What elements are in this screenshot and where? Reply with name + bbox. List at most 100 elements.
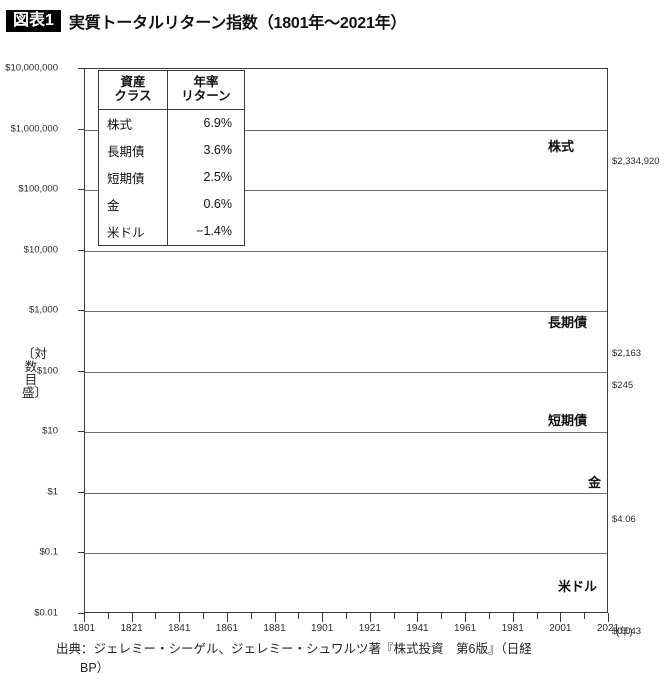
y-axis-tick xyxy=(78,613,85,614)
y-axis-tick-label: $10,000,000 xyxy=(5,62,58,74)
gridline-horizontal xyxy=(85,250,607,252)
y-axis-tick xyxy=(78,552,85,554)
y-axis-tick-label: $10 xyxy=(42,425,58,437)
x-axis-tick xyxy=(488,613,490,619)
x-axis-tick xyxy=(584,613,586,619)
gridline-horizontal xyxy=(85,553,607,555)
table-cell-annual-return: 0.6% xyxy=(203,197,233,212)
series-label-株式: 株式 xyxy=(548,139,575,154)
series-end-value-株式: $2,334,920 xyxy=(612,156,660,167)
series-label-短期債: 短期債 xyxy=(548,413,588,428)
figure-header: 図表1 実質トータルリターン指数（1801年〜2021年） xyxy=(0,6,670,36)
series-end-value-米ドル: $0.043 xyxy=(612,626,642,637)
x-axis-tick-label: 1861 xyxy=(215,623,239,634)
annual-return-table: 資産 クラス 年率 リターン 株式 6.9% 長期債 3.6% 短期債 2.5% 金 0.6%… xyxy=(98,70,245,246)
x-axis-tick xyxy=(203,613,205,619)
gridline-horizontal xyxy=(85,492,607,494)
x-axis-tick xyxy=(441,613,443,619)
y-axis-tick-label: $1,000,000 xyxy=(10,123,58,135)
header-asset-line2: クラス xyxy=(114,89,152,104)
table-row: 株式 6.9% xyxy=(98,109,245,137)
x-axis-tick-label: 1941 xyxy=(406,623,429,634)
x-axis-tick xyxy=(346,613,347,619)
x-axis-tick-label: 1801 xyxy=(72,623,96,634)
x-axis-tick xyxy=(226,613,228,622)
gridline-horizontal xyxy=(85,432,607,434)
x-axis-tick xyxy=(298,613,300,619)
x-axis-tick xyxy=(155,613,157,619)
y-axis-tick-label: $100 xyxy=(36,365,58,377)
y-axis-tick-label: $100,000 xyxy=(18,183,58,195)
x-axis-tick xyxy=(465,613,467,622)
x-axis-tick xyxy=(250,613,252,619)
figure-number-badge: 図表1 xyxy=(6,9,61,33)
table-header-row: 資産 クラス 年率 リターン xyxy=(98,70,245,110)
series-end-value-短期債: $245 xyxy=(612,380,634,391)
source-note: 出典：ジェレミー・シーゲル、ジェレミー・シュワルツ著『株式投資 第6版』（日経 … xyxy=(56,640,656,678)
page-title: 実質トータルリターン指数（1801年〜2021年） xyxy=(68,15,407,32)
x-axis-tick xyxy=(107,613,109,619)
gridline-horizontal xyxy=(85,371,607,373)
x-axis-tick xyxy=(179,613,181,622)
x-axis-tick xyxy=(369,613,371,622)
header-asset-line1: 資産 xyxy=(120,75,146,89)
table-cell-annual-return: 2.5% xyxy=(203,170,233,185)
gridline-horizontal xyxy=(85,311,607,313)
x-axis-tick-label: 2021 xyxy=(596,623,620,634)
table-cell-asset-class: 金 xyxy=(98,190,168,218)
series-end-value-金: $4.06 xyxy=(612,514,636,525)
y-axis-tick xyxy=(78,370,85,372)
y-axis-tick-label: $0.01 xyxy=(34,607,58,619)
x-axis-tick xyxy=(417,613,419,622)
table-cell-annual-return: −1.4% xyxy=(196,224,232,239)
table-header-asset-class: 資産 クラス xyxy=(98,70,168,110)
table-row: 長期債 3.6% xyxy=(98,136,245,164)
source-line-1: 出典：ジェレミー・シーゲル、ジェレミー・シュワルツ著『株式投資 第6版』（日経 xyxy=(56,642,532,656)
x-axis-tick-label: 1881 xyxy=(263,623,286,634)
x-axis-tick-label: 1901 xyxy=(311,623,334,634)
x-axis-tick xyxy=(393,613,395,619)
source-line-2: BP） xyxy=(80,660,110,675)
y-axis-tick xyxy=(78,189,85,191)
table-cell-asset-class: 長期債 xyxy=(98,136,168,164)
header-return-line2: リターン xyxy=(181,89,231,104)
table-cell-asset-class: 株式 xyxy=(98,109,168,137)
x-axis-tick-label: 2001 xyxy=(549,623,572,634)
table-cell-annual-return: 3.6% xyxy=(203,143,233,158)
series-label-米ドル: 米ドル xyxy=(558,579,598,594)
x-axis-tick-label: 1921 xyxy=(358,623,381,634)
header-return-line1: 年率 xyxy=(193,75,219,89)
x-axis-tick xyxy=(84,613,85,622)
y-axis-tick xyxy=(78,249,85,251)
table-row: 米ドル −1.4% xyxy=(98,217,245,246)
x-axis-tick-label: 1961 xyxy=(453,623,477,634)
x-axis-tick-label: 1841 xyxy=(168,623,191,634)
x-axis-tick xyxy=(274,613,276,622)
y-axis-tick-label: $10,000 xyxy=(23,244,58,256)
table-body: 株式 6.9% 長期債 3.6% 短期債 2.5% 金 0.6% 米ドル −1.4% xyxy=(98,109,245,246)
y-axis-title: 〔対数目盛〕 xyxy=(22,347,48,401)
x-axis-tick xyxy=(512,613,514,622)
y-axis-tick xyxy=(78,431,85,433)
x-axis-tick-label: 1981 xyxy=(501,623,524,634)
gridline-horizontal xyxy=(85,129,607,131)
series-label-金: 金 xyxy=(588,475,602,490)
y-axis-tick-label: $1 xyxy=(47,486,58,498)
table-cell-asset-class: 短期債 xyxy=(98,163,168,191)
gridline-horizontal xyxy=(85,190,607,192)
y-axis-tick xyxy=(78,128,85,130)
series-end-value-長期債: $2,163 xyxy=(612,348,642,359)
x-axis-tick xyxy=(536,613,538,619)
table-cell-annual-return: 6.9% xyxy=(203,116,233,131)
x-axis-tick xyxy=(131,613,133,622)
x-axis-tick xyxy=(322,613,324,622)
x-axis-tick-label: 1821 xyxy=(120,623,143,634)
y-axis-tick-label: $0.1 xyxy=(39,546,59,558)
y-axis-tick-label: $1,000 xyxy=(28,304,58,316)
table-cell-asset-class: 米ドル xyxy=(98,217,168,246)
x-axis-unit-label: (年) xyxy=(616,627,633,638)
table-header-annual-return: 年率 リターン xyxy=(167,70,245,110)
chart-container: 〔対数目盛〕 資産 クラス 年率 リターン 株式 6.9% 長期債 3.6% 短期債 2.… xyxy=(0,48,670,639)
y-axis-tick xyxy=(78,68,85,69)
series-label-長期債: 長期債 xyxy=(548,315,588,330)
